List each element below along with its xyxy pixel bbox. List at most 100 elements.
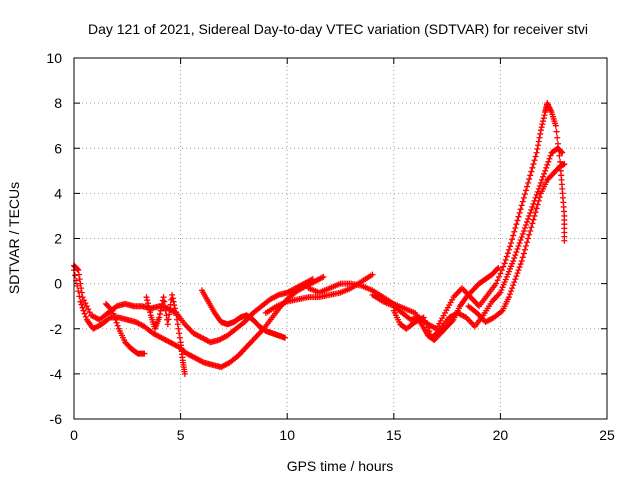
data-point xyxy=(532,194,539,201)
data-point xyxy=(527,227,534,234)
data-point xyxy=(512,252,519,259)
data-point xyxy=(537,130,544,137)
data-point xyxy=(422,317,429,324)
data-point xyxy=(171,305,178,312)
data-point xyxy=(112,316,119,323)
data-point xyxy=(76,276,83,283)
data-point xyxy=(522,221,529,228)
data-point xyxy=(535,138,542,145)
x-tick-label: 15 xyxy=(386,427,402,443)
data-point xyxy=(506,291,513,298)
y-tick-label: 8 xyxy=(54,95,62,111)
data-point xyxy=(505,294,512,301)
data-point xyxy=(174,316,181,323)
data-point xyxy=(161,303,168,310)
y-tick-label: -4 xyxy=(50,366,63,382)
data-point xyxy=(558,149,565,156)
data-point xyxy=(536,182,543,189)
data-point xyxy=(547,152,554,159)
data-point xyxy=(521,224,528,231)
data-point xyxy=(509,236,516,243)
series-arc-h xyxy=(369,100,568,332)
data-point xyxy=(533,191,540,198)
data-point xyxy=(510,282,517,289)
data-point xyxy=(520,194,527,201)
data-point xyxy=(165,316,172,323)
series-arc-d xyxy=(143,291,188,377)
data-point xyxy=(109,307,116,314)
data-point xyxy=(162,307,169,314)
data-point xyxy=(518,202,525,209)
data-point xyxy=(508,240,515,247)
x-tick-label: 25 xyxy=(599,427,615,443)
data-point xyxy=(176,330,183,337)
data-point xyxy=(511,255,518,262)
data-point xyxy=(174,321,181,328)
data-point xyxy=(108,306,115,313)
data-point xyxy=(76,293,83,300)
data-point xyxy=(515,243,522,250)
data-point xyxy=(78,285,85,292)
data-point xyxy=(512,224,519,231)
data-point xyxy=(75,271,82,278)
data-point xyxy=(144,300,151,307)
data-point xyxy=(72,272,79,279)
data-point xyxy=(518,258,525,265)
series-arc-c xyxy=(102,300,148,357)
data-point xyxy=(521,246,528,253)
data-point xyxy=(511,279,518,286)
data-point xyxy=(519,230,526,237)
data-point xyxy=(514,270,521,277)
data-point xyxy=(161,298,168,305)
data-point xyxy=(114,322,121,329)
data-point xyxy=(527,172,534,179)
data-point xyxy=(78,301,85,308)
data-point xyxy=(528,206,535,213)
data-point xyxy=(510,258,517,265)
data-point xyxy=(537,127,544,134)
data-point xyxy=(515,213,522,220)
data-point xyxy=(79,304,86,311)
data-point xyxy=(552,122,559,129)
data-point xyxy=(78,289,85,296)
data-point xyxy=(85,306,92,313)
data-point xyxy=(141,350,148,357)
data-point xyxy=(510,232,517,239)
data-point xyxy=(506,243,513,250)
data-point xyxy=(522,243,529,250)
data-point xyxy=(110,310,117,317)
data-point xyxy=(166,306,173,313)
data-point xyxy=(531,157,538,164)
data-point xyxy=(163,312,170,319)
data-point xyxy=(77,280,84,287)
data-point xyxy=(529,164,536,171)
data-point xyxy=(516,209,523,216)
data-point xyxy=(514,246,521,253)
grid-layer xyxy=(74,58,607,419)
data-point xyxy=(533,205,540,212)
data-point xyxy=(529,220,536,227)
data-point xyxy=(369,271,376,278)
data-point xyxy=(144,297,151,304)
data-point xyxy=(320,273,327,280)
data-point xyxy=(495,273,502,280)
data-point xyxy=(497,270,504,277)
data-point xyxy=(526,212,533,219)
data-point xyxy=(420,314,427,321)
data-point xyxy=(145,303,152,310)
data-point xyxy=(514,217,521,224)
data-point xyxy=(511,228,518,235)
data-point xyxy=(530,216,537,223)
y-tick-label: 6 xyxy=(54,140,62,156)
data-point xyxy=(525,235,532,242)
data-point xyxy=(181,370,188,377)
data-point xyxy=(80,297,87,304)
data-point xyxy=(559,149,566,156)
y-tick-label: 10 xyxy=(46,50,62,66)
data-point xyxy=(546,155,553,162)
data-point xyxy=(170,298,177,305)
series-arc-j xyxy=(465,161,568,325)
data-point xyxy=(527,209,534,216)
y-tick-label: -2 xyxy=(50,321,63,337)
data-point xyxy=(525,215,532,222)
